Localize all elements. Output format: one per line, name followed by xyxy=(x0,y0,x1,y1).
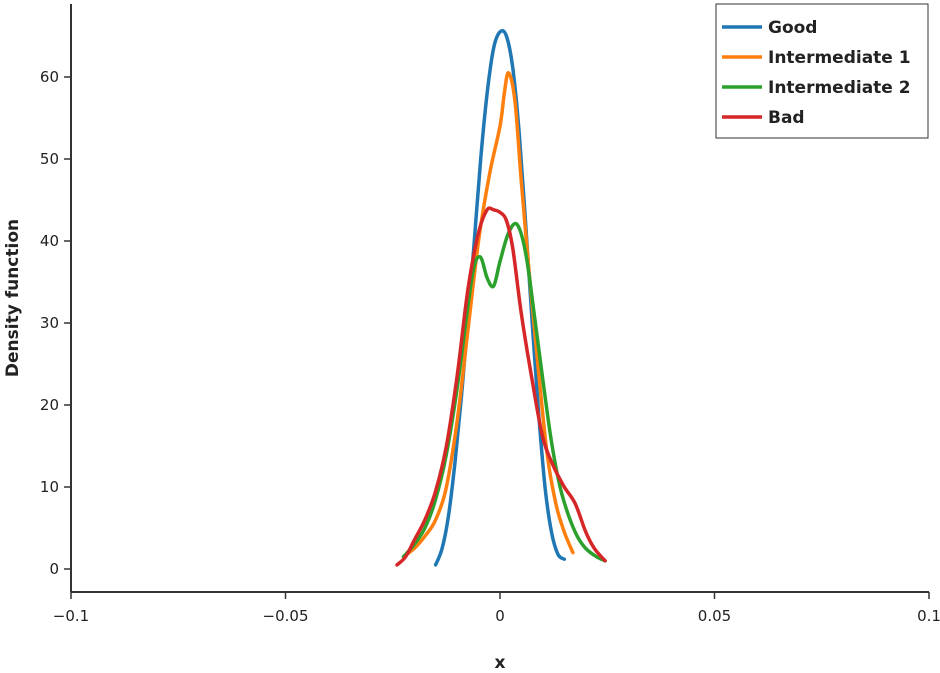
y-tick-label: 0 xyxy=(49,560,59,578)
x-tick-label: −0.05 xyxy=(263,607,309,625)
legend-label: Intermediate 1 xyxy=(768,48,911,68)
y-axis-title: Density function xyxy=(3,219,23,377)
x-ticks: −0.1 −0.05 0 0.05 0.1 xyxy=(53,592,940,625)
y-tick-label: 20 xyxy=(40,396,59,414)
legend-items: Good Intermediate 1 Intermediate 2 Bad xyxy=(722,18,911,128)
series-line-intermediate-2 xyxy=(401,221,607,563)
x-axis: −0.1 −0.05 0 0.05 0.1 xyxy=(53,591,940,625)
y-axis: 0 10 20 30 40 50 60 xyxy=(40,4,72,592)
x-tick-label: 0.05 xyxy=(698,607,731,625)
x-tick-label: −0.1 xyxy=(53,607,89,625)
x-tick-label: 0.1 xyxy=(917,607,940,625)
series-line-good xyxy=(433,28,567,567)
series-lines xyxy=(395,28,607,567)
legend: Good Intermediate 1 Intermediate 2 Bad xyxy=(715,3,929,139)
y-tick-label: 10 xyxy=(40,478,59,496)
series-line-bad xyxy=(395,206,607,567)
y-ticks: 0 10 20 30 40 50 60 xyxy=(40,68,71,578)
y-tick-label: 50 xyxy=(40,150,59,168)
legend-label: Intermediate 2 xyxy=(768,78,911,98)
legend-label: Bad xyxy=(768,108,805,128)
y-tick-label: 60 xyxy=(40,68,59,86)
series-line-intermediate-1 xyxy=(401,71,575,559)
y-tick-label: 30 xyxy=(40,314,59,332)
legend-label: Good xyxy=(768,18,817,38)
y-tick-label: 40 xyxy=(40,232,59,250)
x-tick-label: 0 xyxy=(495,607,505,625)
x-axis-title: x xyxy=(495,653,506,673)
